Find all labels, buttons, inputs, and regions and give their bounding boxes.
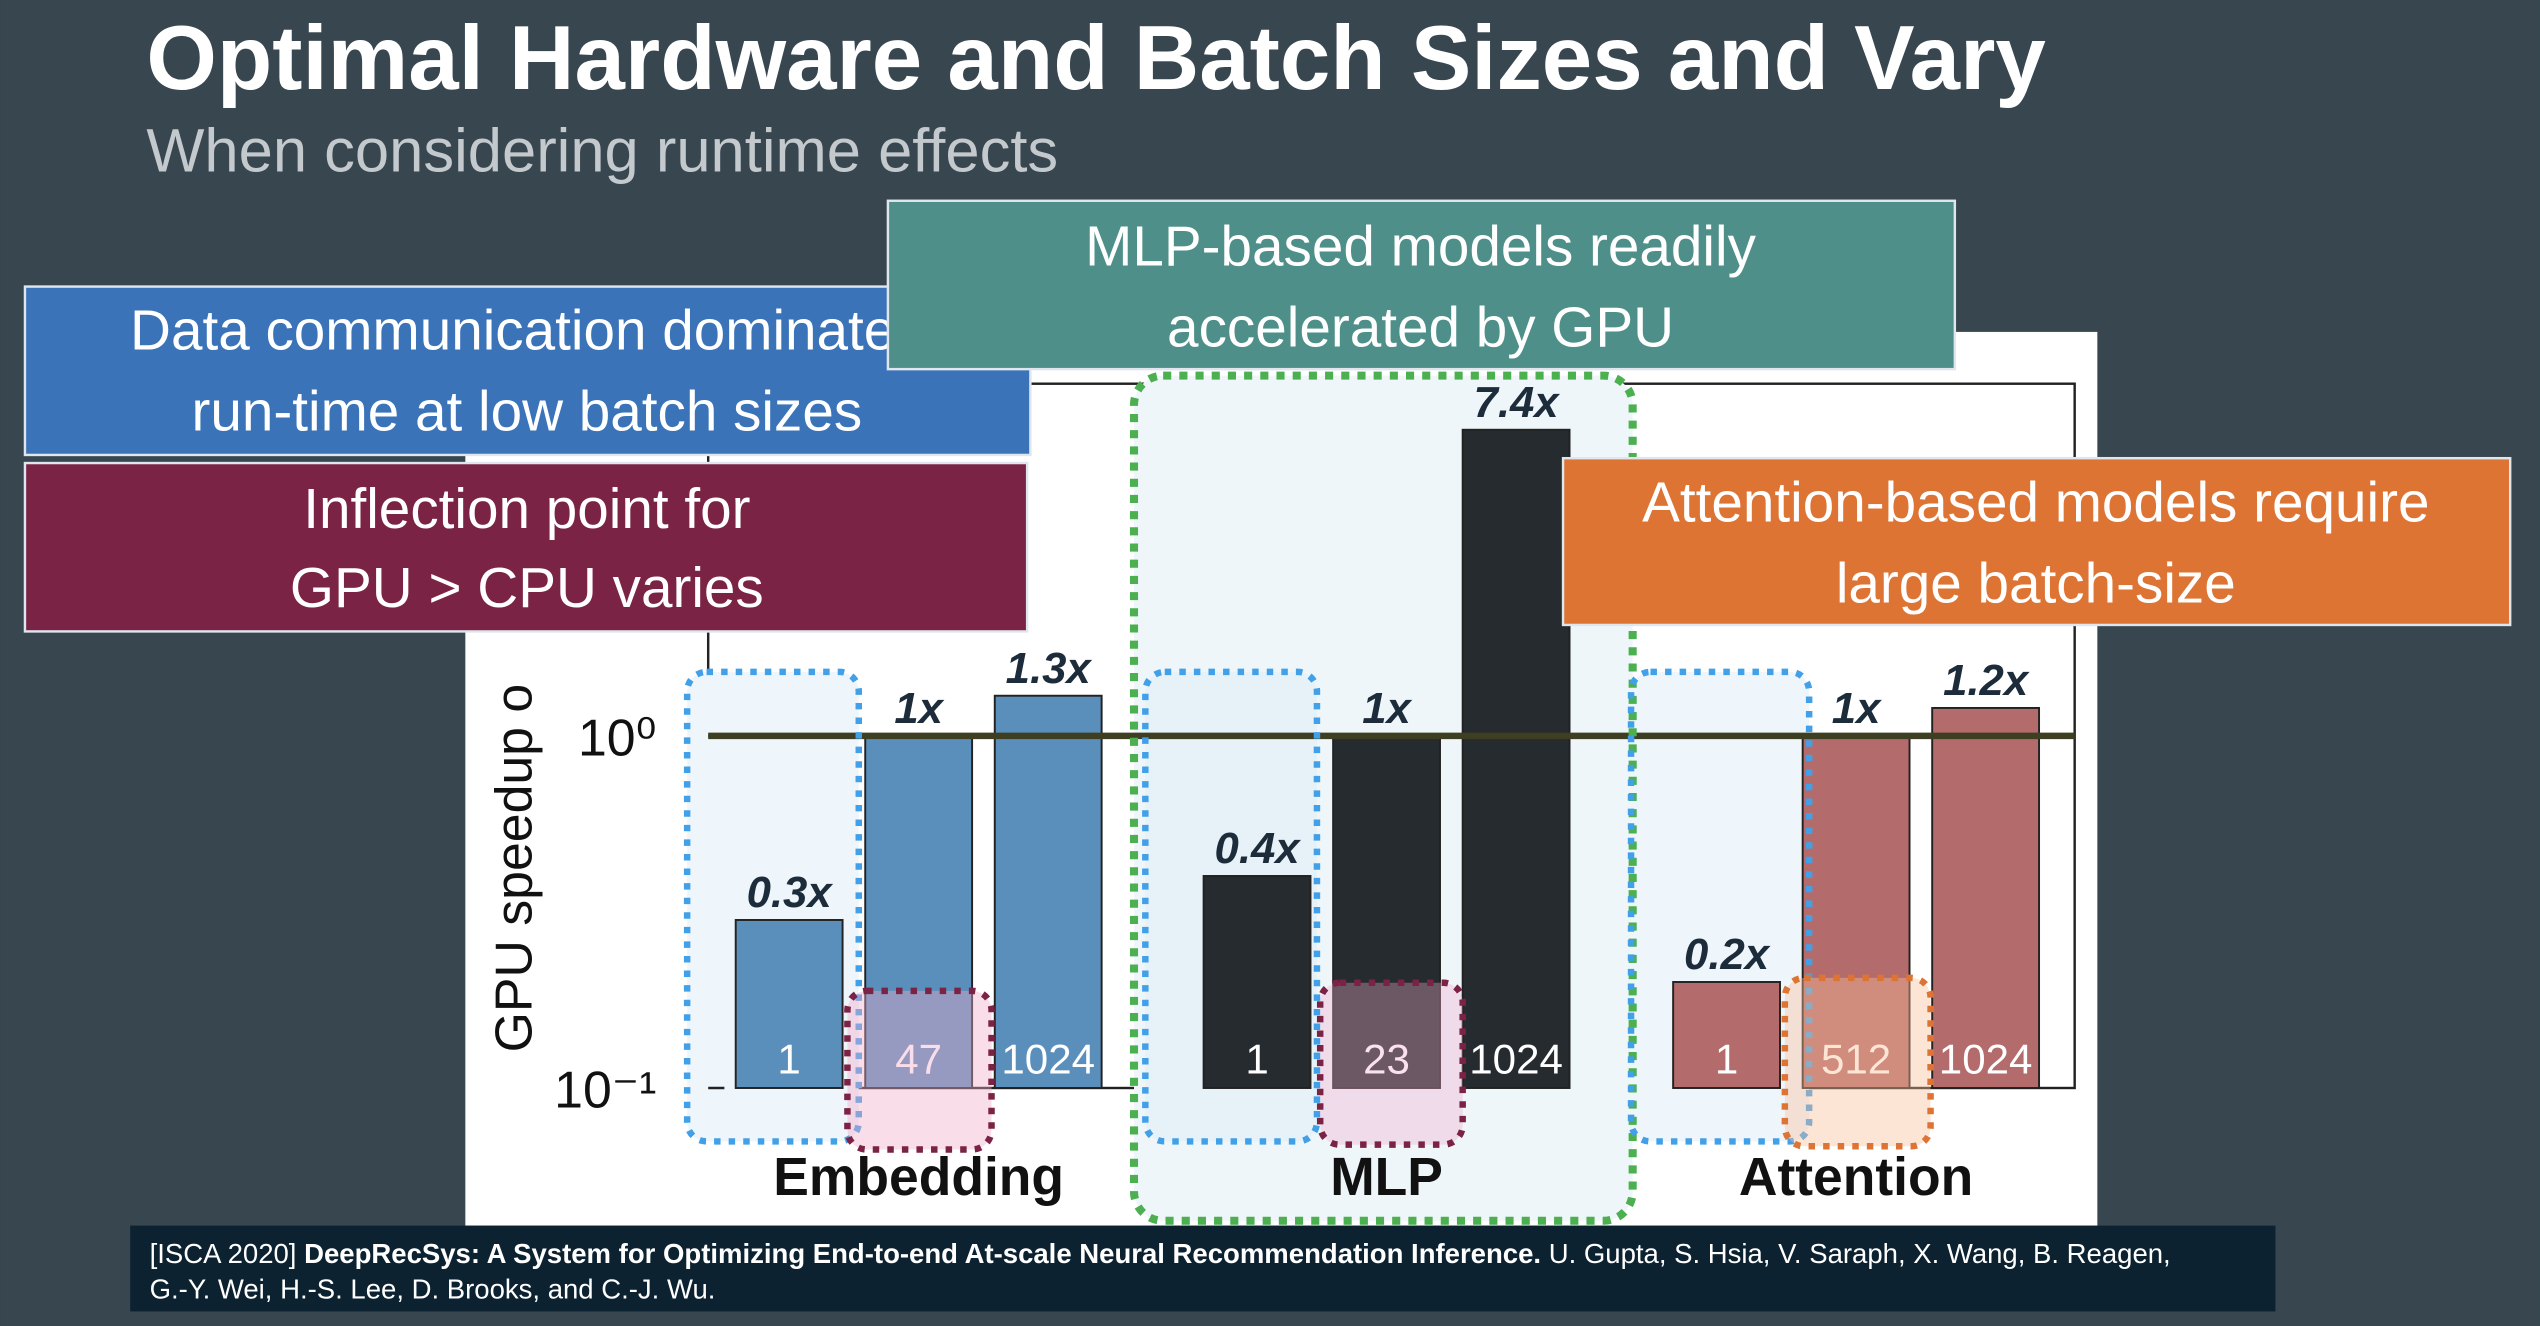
citation-title: DeepRecSys: A System for Optimizing End-… bbox=[304, 1238, 1541, 1269]
slide-title: Optimal Hardware and Batch Sizes and Var… bbox=[146, 8, 2045, 109]
highlight bbox=[1142, 668, 1321, 1145]
bar bbox=[1461, 428, 1571, 1089]
citation-venue: [ISCA 2020] bbox=[150, 1238, 297, 1269]
category-label: 47 bbox=[895, 1035, 942, 1082]
bar bbox=[1202, 875, 1312, 1089]
callout-text: large batch-size bbox=[1836, 552, 2236, 615]
bars: 0.3x 1 1x 47 1.3x 1024 Embedding 0.4x 1 1x 23 7.4x 1… bbox=[708, 378, 2075, 1207]
callout-text: GPU > CPU varies bbox=[290, 557, 764, 620]
value-label: 0.4x bbox=[1215, 824, 1302, 873]
bar bbox=[1931, 707, 2041, 1089]
category-label: 1 bbox=[1245, 1035, 1268, 1082]
citation-authors: G.-Y. Wei, H.-S. Lee, D. Brooks, and C.-… bbox=[150, 1273, 716, 1304]
category-label: 512 bbox=[1821, 1035, 1891, 1082]
value-label: 1.2x bbox=[1943, 656, 2030, 705]
y-tick-label: 10⁻¹ bbox=[554, 1060, 656, 1118]
highlights bbox=[683, 371, 1934, 1225]
callout-text: Inflection point for bbox=[303, 478, 750, 541]
category-label: 1024 bbox=[1469, 1035, 1563, 1082]
highlight bbox=[844, 987, 995, 1153]
y-axis-label: GPU speedup o bbox=[485, 684, 543, 1053]
axes: 10⁻¹ 10⁰ GPU speedup o bbox=[485, 684, 725, 1118]
value-label: 0.2x bbox=[1684, 930, 1771, 979]
highlight bbox=[1627, 668, 1813, 1145]
bar bbox=[993, 694, 1103, 1089]
bar bbox=[1672, 981, 1781, 1089]
bar bbox=[734, 919, 844, 1089]
category-label: 1024 bbox=[1001, 1035, 1095, 1082]
slide-subtitle: When considering runtime effects bbox=[146, 117, 1058, 186]
value-label: 7.4x bbox=[1474, 378, 1561, 427]
value-label: 1x bbox=[894, 684, 944, 733]
callout-box bbox=[886, 199, 1957, 371]
callout-box bbox=[23, 285, 1032, 457]
group-label: Embedding bbox=[773, 1148, 1064, 1207]
value-label: 1x bbox=[1832, 684, 1882, 733]
category-label: 1024 bbox=[1939, 1035, 2033, 1082]
highlight bbox=[1781, 974, 1934, 1150]
citation-box bbox=[130, 1225, 2276, 1312]
value-label: 0.3x bbox=[747, 868, 834, 917]
group-label: Attention bbox=[1739, 1148, 1973, 1207]
group-label: MLP bbox=[1330, 1148, 1443, 1207]
citation-line: [ISCA 2020] DeepRecSys: A System for Opt… bbox=[150, 1238, 2171, 1269]
bar bbox=[1332, 734, 1441, 1089]
callout-text: run-time at low batch sizes bbox=[192, 381, 863, 444]
callout-text: Data communication dominates bbox=[130, 300, 924, 363]
highlight bbox=[1316, 979, 1466, 1148]
value-label: 1x bbox=[1362, 684, 1412, 733]
callout-text: Attention-based models require bbox=[1642, 471, 2429, 534]
value-label: 1.3x bbox=[1006, 644, 1093, 693]
citation-authors: U. Gupta, S. Hsia, V. Saraph, X. Wang, B… bbox=[1549, 1238, 2171, 1269]
callout-text: accelerated by GPU bbox=[1167, 296, 1674, 359]
y-tick-label: 10⁰ bbox=[578, 708, 656, 766]
category-label: 1 bbox=[777, 1035, 800, 1082]
callout-box bbox=[23, 461, 1029, 633]
category-label: 23 bbox=[1363, 1035, 1410, 1082]
callout-box bbox=[1561, 456, 2512, 627]
highlight bbox=[683, 668, 862, 1145]
category-label: 1 bbox=[1715, 1035, 1738, 1082]
callout-text: MLP-based models readily bbox=[1085, 216, 1756, 279]
